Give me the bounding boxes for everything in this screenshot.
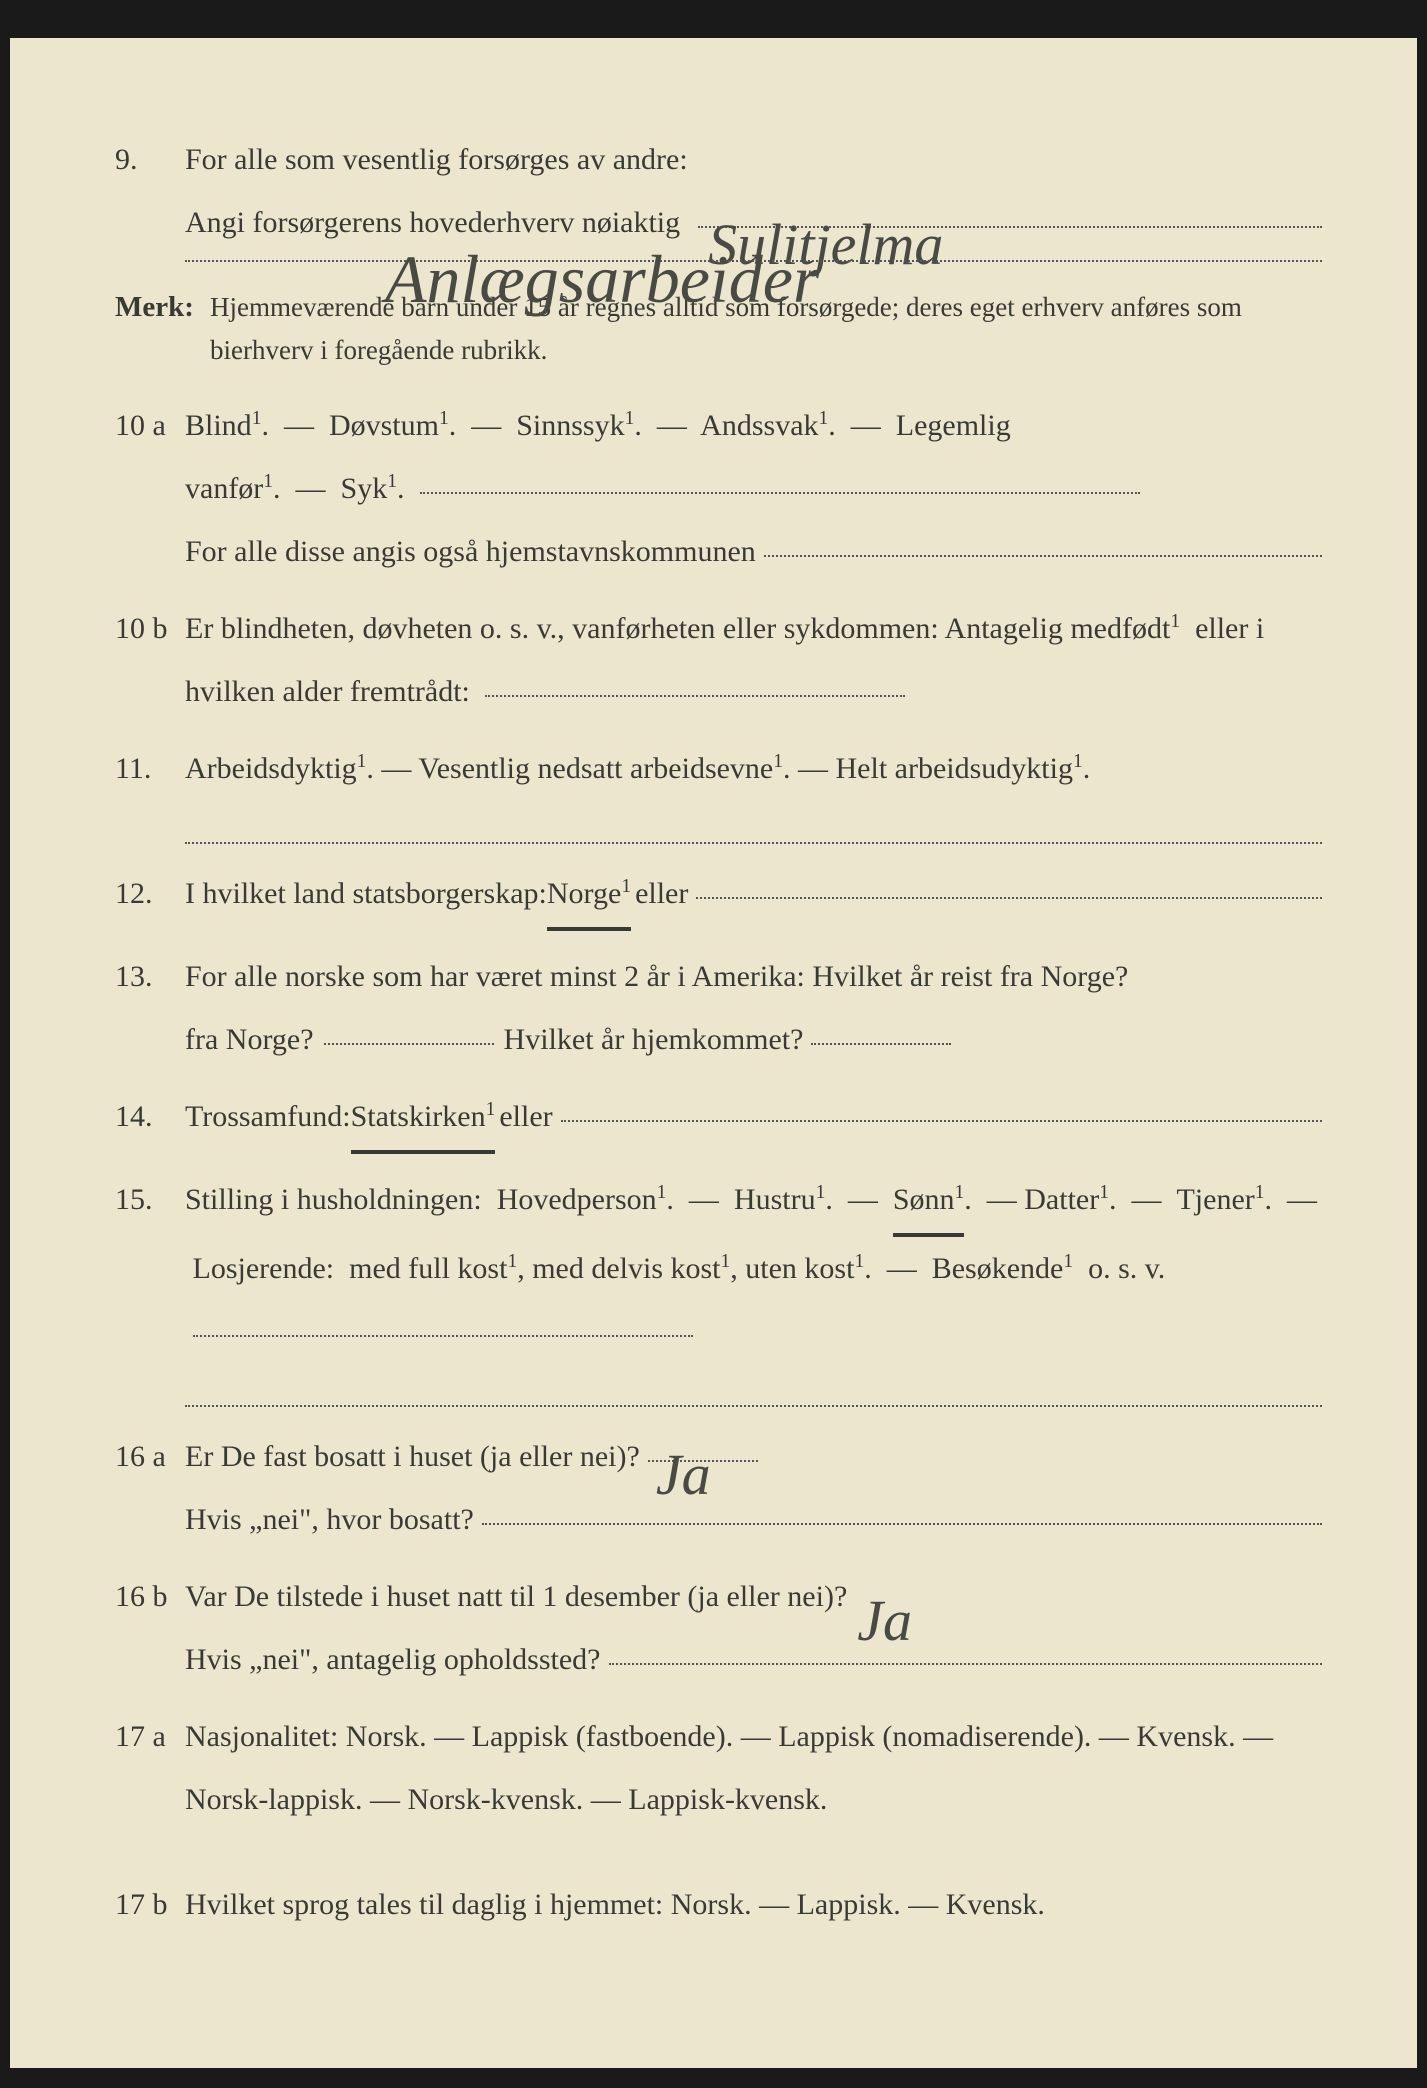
question-17b: 17 b Hvilket sprog tales til daglig i hj…: [115, 1873, 1322, 1936]
q10b-fill: [485, 695, 905, 697]
q17a-number: 17 a: [115, 1708, 185, 1765]
question-16b: 16 b Var De tilstede i huset natt til 1 …: [115, 1565, 1322, 1691]
q12-suffix: eller: [635, 862, 688, 925]
divider-1: [185, 842, 1322, 844]
q12-prefix: I hvilket land statsborgerskap:: [185, 862, 547, 925]
divider-2: [185, 1405, 1322, 1407]
q11-number: 11.: [115, 740, 185, 797]
q10a-line2: For alle disse angis også hjemstavnskomm…: [185, 520, 756, 583]
q13-text2: Hvilket år hjemkommet?: [504, 1008, 804, 1071]
q14-underlined: Statskirken1: [351, 1085, 496, 1154]
question-12: 12. I hvilket land statsborgerskap: Norg…: [115, 862, 1322, 931]
q9-number: 9.: [115, 131, 185, 188]
q14-prefix: Trossamfund:: [185, 1085, 351, 1148]
q16a-fill2: [482, 1523, 1322, 1525]
q12-number: 12.: [115, 865, 185, 922]
q14-number: 14.: [115, 1088, 185, 1145]
q17a-text: Nasjonalitet: Norsk. — Lappisk (fastboen…: [185, 1705, 1322, 1831]
q17b-text: Hvilket sprog tales til daglig i hjemmet…: [185, 1873, 1322, 1936]
q13-text: For alle norske som har været minst 2 år…: [185, 945, 1322, 1008]
q10a-fill: [420, 492, 1140, 494]
question-10b: 10 b Er blindheten, døvheten o. s. v., v…: [115, 597, 1322, 723]
q13-fill2: [811, 1043, 951, 1045]
q16a-hw: Ja: [656, 1414, 711, 1536]
q16b-fill2: [609, 1663, 1323, 1665]
q12-underlined: Norge1: [547, 862, 631, 931]
q12-fill: [696, 897, 1322, 899]
q16a-q: Er De fast bosatt i huset (ja eller nei)…: [185, 1425, 640, 1488]
q14-fill: [561, 1120, 1322, 1122]
q13-fill1: [324, 1043, 494, 1045]
q16b-q: Var De tilstede i huset natt til 1 desem…: [185, 1565, 847, 1628]
question-16a: 16 a Er De fast bosatt i huset (ja eller…: [115, 1425, 1322, 1551]
q10b-number: 10 b: [115, 600, 185, 657]
q11-text: Arbeidsdyktig1. — Vesentlig nedsatt arbe…: [185, 752, 1090, 785]
q10a-text: Blind1. — Døvstum1. — Sinnssyk1. — Andss…: [185, 409, 1011, 442]
q17b-number: 17 b: [115, 1876, 185, 1933]
q14-suffix: eller: [499, 1085, 552, 1148]
q16b-line2: Hvis „nei", antagelig opholdssted?: [185, 1628, 601, 1691]
q9-line1: For alle som vesentlig forsørges av andr…: [185, 128, 1322, 191]
question-10a: 10 a Blind1. — Døvstum1. — Sinnssyk1. — …: [115, 394, 1322, 583]
q9-handwritten-2: Anlægsarbeider: [385, 208, 819, 351]
q15-text: Stilling i husholdningen: Hovedperson1. …: [185, 1183, 1317, 1285]
q13-number: 13.: [115, 948, 185, 1005]
q16b-number: 16 b: [115, 1568, 185, 1625]
q10a-number: 10 a: [115, 397, 185, 454]
merk-label: Merk:: [115, 280, 210, 335]
q15-number: 15.: [115, 1171, 185, 1228]
question-9: 9. For alle som vesentlig forsørges av a…: [115, 128, 1322, 266]
q15-fill: [193, 1335, 693, 1337]
q16a-number: 16 a: [115, 1428, 185, 1485]
question-11: 11. Arbeidsdyktig1. — Vesentlig nedsatt …: [115, 737, 1322, 800]
question-13: 13. For alle norske som har været minst …: [115, 945, 1322, 1071]
question-14: 14. Trossamfund: Statskirken1 eller: [115, 1085, 1322, 1154]
q10b-text: Er blindheten, døvheten o. s. v., vanfør…: [185, 612, 1264, 708]
census-form-page: 9. For alle som vesentlig forsørges av a…: [10, 20, 1417, 2068]
question-15: 15. Stilling i husholdningen: Hovedperso…: [115, 1168, 1322, 1363]
q16a-fill: Ja: [648, 1460, 758, 1462]
q10a-fill2: [764, 555, 1322, 557]
question-17a: 17 a Nasjonalitet: Norsk. — Lappisk (fas…: [115, 1705, 1322, 1831]
q16a-line2: Hvis „nei", hvor bosatt?: [185, 1488, 474, 1551]
